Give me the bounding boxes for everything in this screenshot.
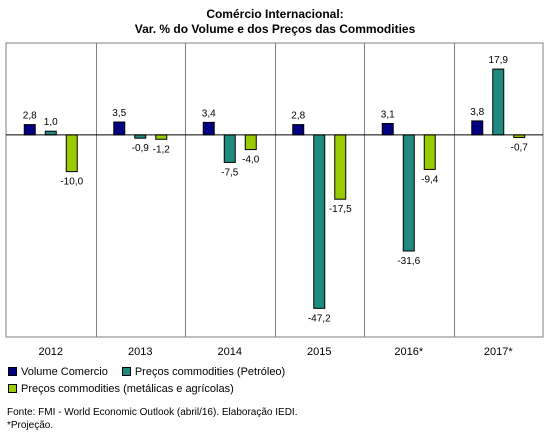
legend-item-petroleo: Preços commodities (Petróleo) <box>121 365 286 378</box>
bar <box>202 121 215 136</box>
footer: Fonte: FMI - World Economic Outlook (abr… <box>7 406 297 432</box>
chart-subtitle: Var. % do Volume e dos Preços das Commod… <box>134 22 416 36</box>
bar <box>113 121 126 136</box>
bar <box>65 134 78 173</box>
bar-chart: 2,8 3,5 3,4 2,8 3,1 3,8 1,0 -0,9 -7,5 -47,2 -31,6 1… <box>5 42 544 358</box>
x-tick-label: 2012 <box>39 346 63 358</box>
bar <box>471 120 484 136</box>
x-tick-label: 2015 <box>307 346 331 358</box>
data-label: 3,5 <box>112 108 126 119</box>
legend-label-volume: Volume Comercio <box>21 365 108 378</box>
bar <box>23 124 36 136</box>
legend-swatch-metalicas <box>8 384 17 393</box>
legend-label-petroleo: Preços commodities (Petróleo) <box>134 365 286 378</box>
data-label: 2,8 <box>23 111 37 122</box>
bar <box>492 68 505 136</box>
bar <box>402 134 415 252</box>
data-label: -17,5 <box>329 204 352 215</box>
data-label: -7,5 <box>221 167 239 178</box>
data-label: -4,0 <box>242 155 260 166</box>
bar <box>223 134 236 163</box>
data-label: -0,7 <box>511 142 529 153</box>
bar <box>292 124 305 136</box>
bar <box>155 134 168 140</box>
data-label: -31,6 <box>397 256 420 267</box>
bar <box>44 130 57 136</box>
data-label: 17,9 <box>489 55 509 66</box>
legend: Volume Comercio Preços commodities (Petr… <box>8 363 299 397</box>
chart-title: Comércio Internacional: <box>206 7 344 21</box>
bar <box>381 122 394 136</box>
legend-item-volume: Volume Comercio <box>8 366 108 378</box>
data-label: -9,4 <box>421 174 439 185</box>
legend-swatch-petroleo <box>121 367 131 376</box>
data-label: 3,1 <box>381 109 395 120</box>
projection-note: *Projeção. <box>7 420 54 431</box>
legend-swatch-volume <box>8 367 17 376</box>
legend-label-metalicas: Preços commodities (metálicas e agrícola… <box>21 382 234 395</box>
x-tick-label: 2017* <box>484 346 513 358</box>
data-label: 3,8 <box>470 107 484 118</box>
data-label: -0,9 <box>132 143 150 154</box>
bar <box>334 134 347 200</box>
data-label: 2,8 <box>291 111 305 122</box>
source-note: Fonte: FMI - World Economic Outlook (abr… <box>7 407 298 418</box>
chart-title-block: Comércio Internacional: Var. % do Volume… <box>0 7 550 37</box>
data-label: -1,2 <box>153 144 171 155</box>
bar <box>423 134 436 170</box>
data-label: -10,0 <box>60 177 83 188</box>
x-tick-label: 2013 <box>128 346 152 358</box>
bar <box>244 134 257 151</box>
legend-item-metalicas: Preços commodities (metálicas e agrícola… <box>8 383 234 395</box>
x-tick-label: 2014 <box>218 346 242 358</box>
data-label: 1,0 <box>44 117 58 128</box>
x-tick-label: 2016* <box>394 346 423 358</box>
plot-area <box>5 42 544 338</box>
data-label: -47,2 <box>308 313 331 324</box>
data-label: 3,4 <box>202 108 216 119</box>
bar <box>313 134 326 309</box>
